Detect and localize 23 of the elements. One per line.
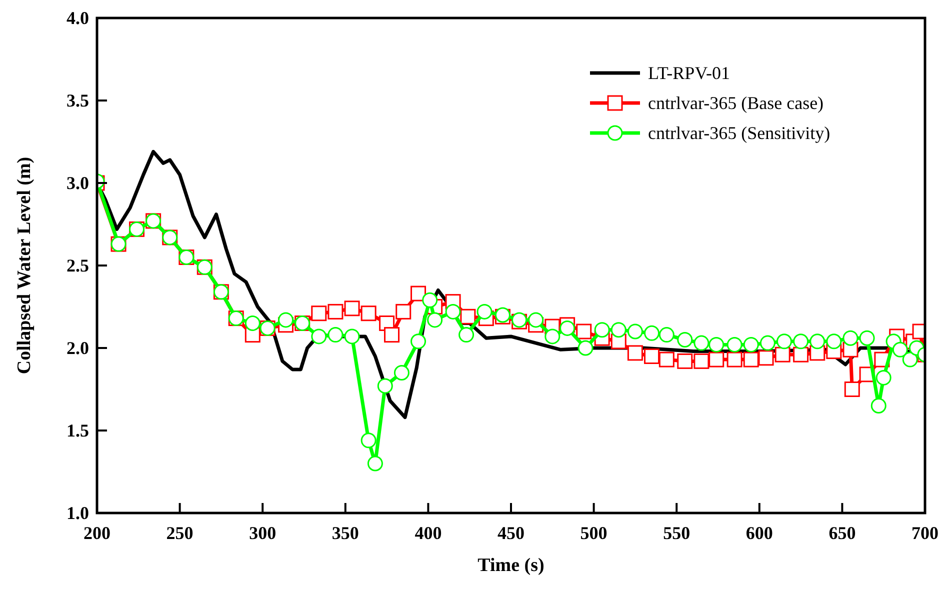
legend-label: LT-RPV-01 [648,63,730,83]
y-tick-label: 2.0 [66,338,89,358]
x-tick-label: 450 [498,523,524,543]
legend-label: cntrlvar-365 (Sensitivity) [648,123,830,143]
y-tick-label: 2.5 [66,256,89,276]
x-axis-title: Time (s) [478,555,544,576]
y-tick-label: 1.5 [66,420,89,440]
y-tick-label: 3.5 [66,90,89,110]
x-tick-label: 300 [249,523,276,543]
x-tick-label: 700 [912,523,938,543]
x-tick-label: 200 [84,523,110,543]
x-tick-label: 600 [746,523,773,543]
legend-label: cntrlvar-365 (Base case) [648,93,824,113]
y-tick-label: 1.0 [66,503,89,523]
y-axis-title: Collapsed Water Level (m) [14,156,35,374]
y-tick-label: 4.0 [66,8,89,28]
x-tick-label: 500 [580,523,608,543]
x-tick-label: 550 [663,523,690,543]
x-tick-label: 400 [414,523,442,543]
x-tick-label: 350 [332,523,359,543]
x-tick-label: 250 [166,523,194,543]
y-tick-label: 3.0 [66,173,89,193]
x-tick-label: 650 [828,523,856,543]
